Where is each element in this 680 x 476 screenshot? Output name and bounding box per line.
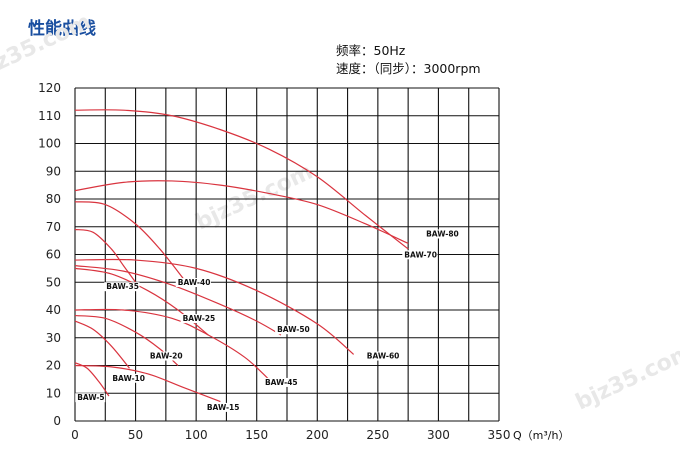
chart-grid [74,87,500,422]
frequency-label: 频率：50Hz [336,43,406,58]
x-tick-label: 250 [366,428,389,442]
y-tick-label: 10 [46,386,61,400]
y-tick-label: 60 [46,248,61,262]
y-tick-label: 0 [53,414,61,428]
y-tick-label: 50 [46,275,61,289]
curve-label-bg [424,229,460,239]
y-tick-label: 40 [46,303,61,317]
curve-baw-10 [74,320,130,369]
watermark-text: bjz35.com [572,339,680,415]
chart-curves [74,109,409,403]
curve-label-bg [204,402,241,412]
curve-label-bg [275,325,311,335]
chart-labels: BAW-80 BAW-70 BAW-60 BAW-50 BAW-45 BAW-40 BAW-… [75,229,460,412]
y-tick-label: 30 [46,331,61,345]
curve-label-baw-80: BAW-80 [426,229,459,238]
x-tick-label: 150 [245,428,268,442]
x-tick-label: 350 [488,428,511,442]
curve-label-baw-10: BAW-10 [112,374,145,383]
curve-label-baw-45: BAW-45 [265,378,298,387]
curve-label-baw-5: BAW-5 [77,393,104,402]
y-tick-label: 20 [46,359,61,373]
chart-ticks: 0 50 100 150 200 250 300 350 0 10 20 30 40 50 60 70 80 90… [38,81,569,442]
x-axis-label: Q（m³/h） [513,429,569,442]
curve-label-baw-35: BAW-35 [106,282,139,291]
x-tick-label: 50 [128,428,143,442]
curve-baw-70 [74,180,409,244]
x-tick-label: 100 [185,428,208,442]
curve-baw-80 [74,109,409,250]
curve-label-baw-25: BAW-25 [183,314,216,323]
y-tick-label: 70 [46,220,61,234]
curve-label-baw-60: BAW-60 [367,352,400,361]
curve-label-bg [402,250,438,260]
curve-baw-60 [74,258,355,355]
y-tick-label: 80 [46,192,61,206]
y-tick-label: 90 [46,164,61,178]
y-tick-label: 110 [38,109,61,123]
watermark-text: bjz35.com [0,9,95,85]
curve-baw-40 [74,201,185,280]
curve-label-baw-70: BAW-70 [404,250,437,259]
page-title: 性能曲线 [28,19,96,39]
curve-label-baw-50: BAW-50 [277,325,310,334]
curve-label-baw-20: BAW-20 [150,352,183,361]
x-tick-label: 200 [306,428,329,442]
curve-label-bg [180,314,216,324]
curve-label-bg [364,351,400,361]
curve-label-baw-40: BAW-40 [178,278,211,287]
curve-label-bg [110,373,146,383]
curve-label-bg [75,393,106,403]
curve-baw-50 [74,265,282,336]
y-tick-label: 120 [38,81,61,95]
curve-baw-15 [74,364,221,403]
curve-label-bg [262,377,299,387]
curve-label-bg [104,282,140,292]
curve-baw-45 [74,308,270,380]
x-tick-label: 300 [427,428,450,442]
curve-baw-35 [74,228,137,283]
speed-label: 速度：（同步）：3000rpm [336,61,481,76]
x-tick-label: 0 [71,428,79,442]
curve-label-bg [147,351,184,361]
curve-label-bg [175,278,211,288]
y-tick-label: 100 [38,137,61,151]
curve-label-baw-15: BAW-15 [207,403,240,412]
curve-baw-5 [74,362,110,397]
